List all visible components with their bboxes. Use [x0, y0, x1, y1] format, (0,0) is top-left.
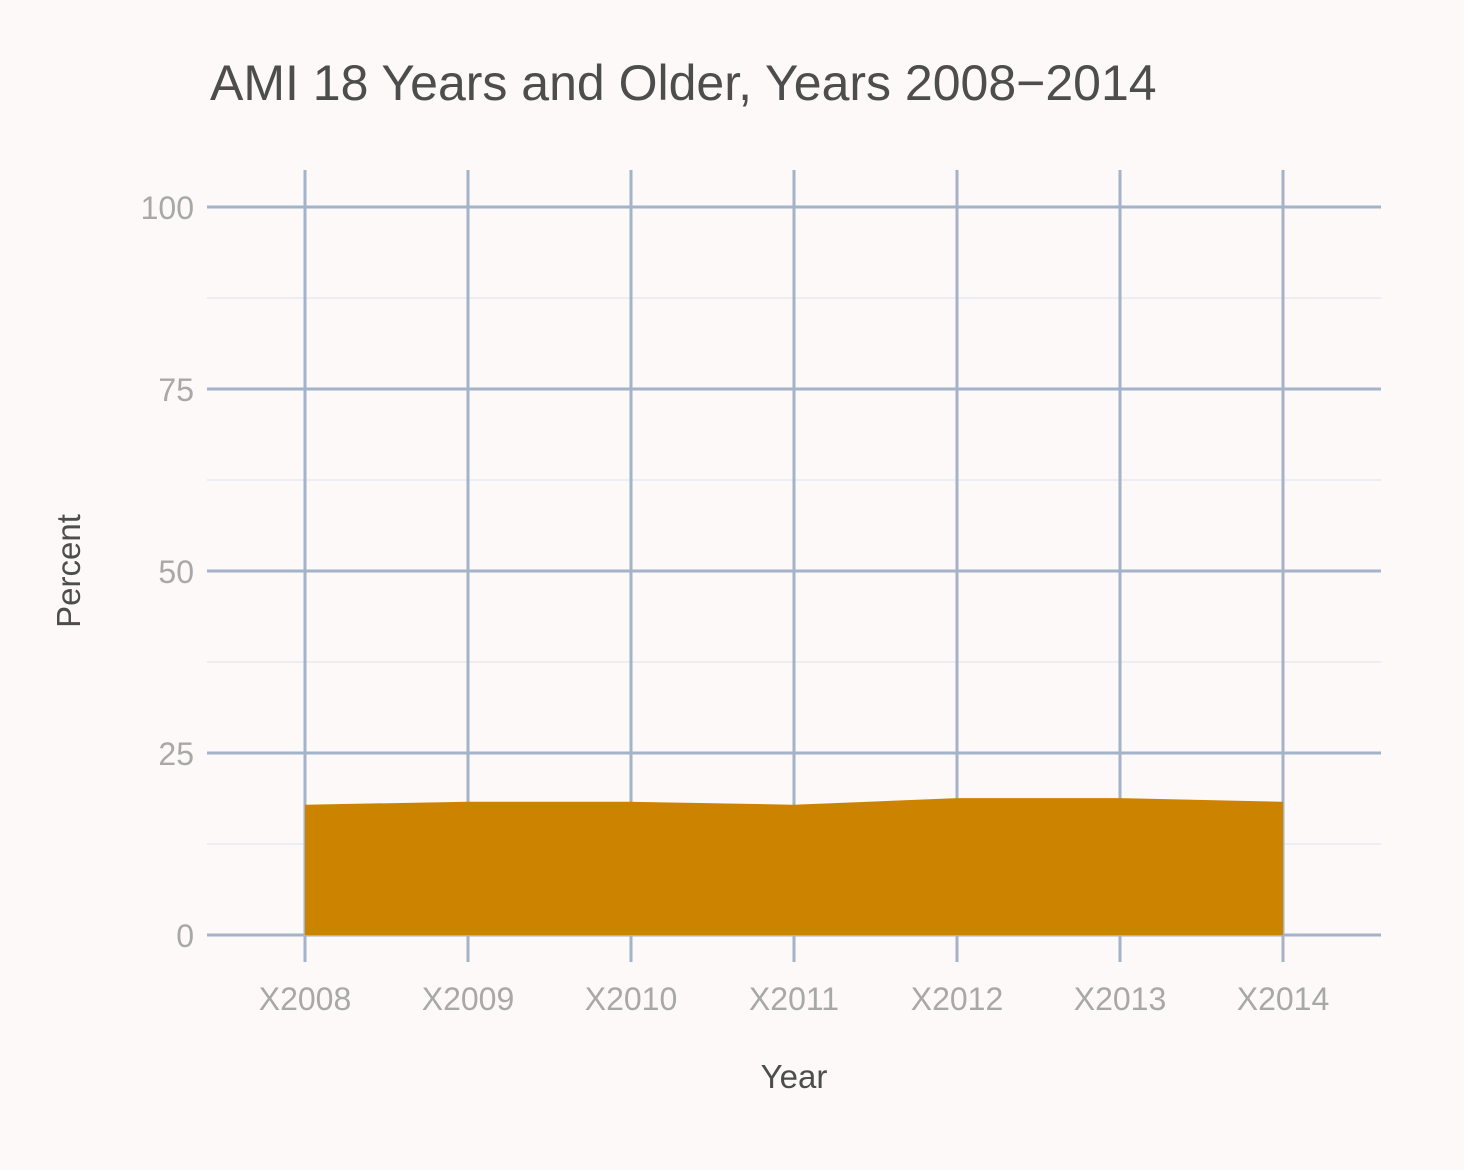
chart-title: AMI 18 Years and Older, Years 2008−2014 — [210, 55, 1157, 111]
y-axis-title: Percent — [50, 514, 87, 628]
x-tick-label: X2010 — [585, 981, 678, 1017]
x-tick-label: X2009 — [422, 981, 515, 1017]
y-tick-label: 75 — [158, 372, 194, 408]
area-layer — [305, 798, 1283, 935]
x-axis-title: Year — [761, 1058, 828, 1095]
y-tick-label: 25 — [158, 736, 194, 772]
area-series — [305, 798, 1283, 935]
y-tick-label: 50 — [158, 554, 194, 590]
x-tick-labels: X2008 X2009 X2010 X2011 X2012 X2013 X2014 — [259, 981, 1330, 1017]
y-tick-label: 0 — [176, 918, 194, 954]
y-tick-labels: 0 25 50 75 100 — [141, 190, 194, 954]
y-tick-label: 100 — [141, 190, 194, 226]
x-tick-label: X2012 — [911, 981, 1004, 1017]
x-tick-label: X2011 — [749, 981, 839, 1017]
x-tick-label: X2013 — [1074, 981, 1167, 1017]
x-tick-label: X2008 — [259, 981, 352, 1017]
x-tick-label: X2014 — [1237, 981, 1330, 1017]
